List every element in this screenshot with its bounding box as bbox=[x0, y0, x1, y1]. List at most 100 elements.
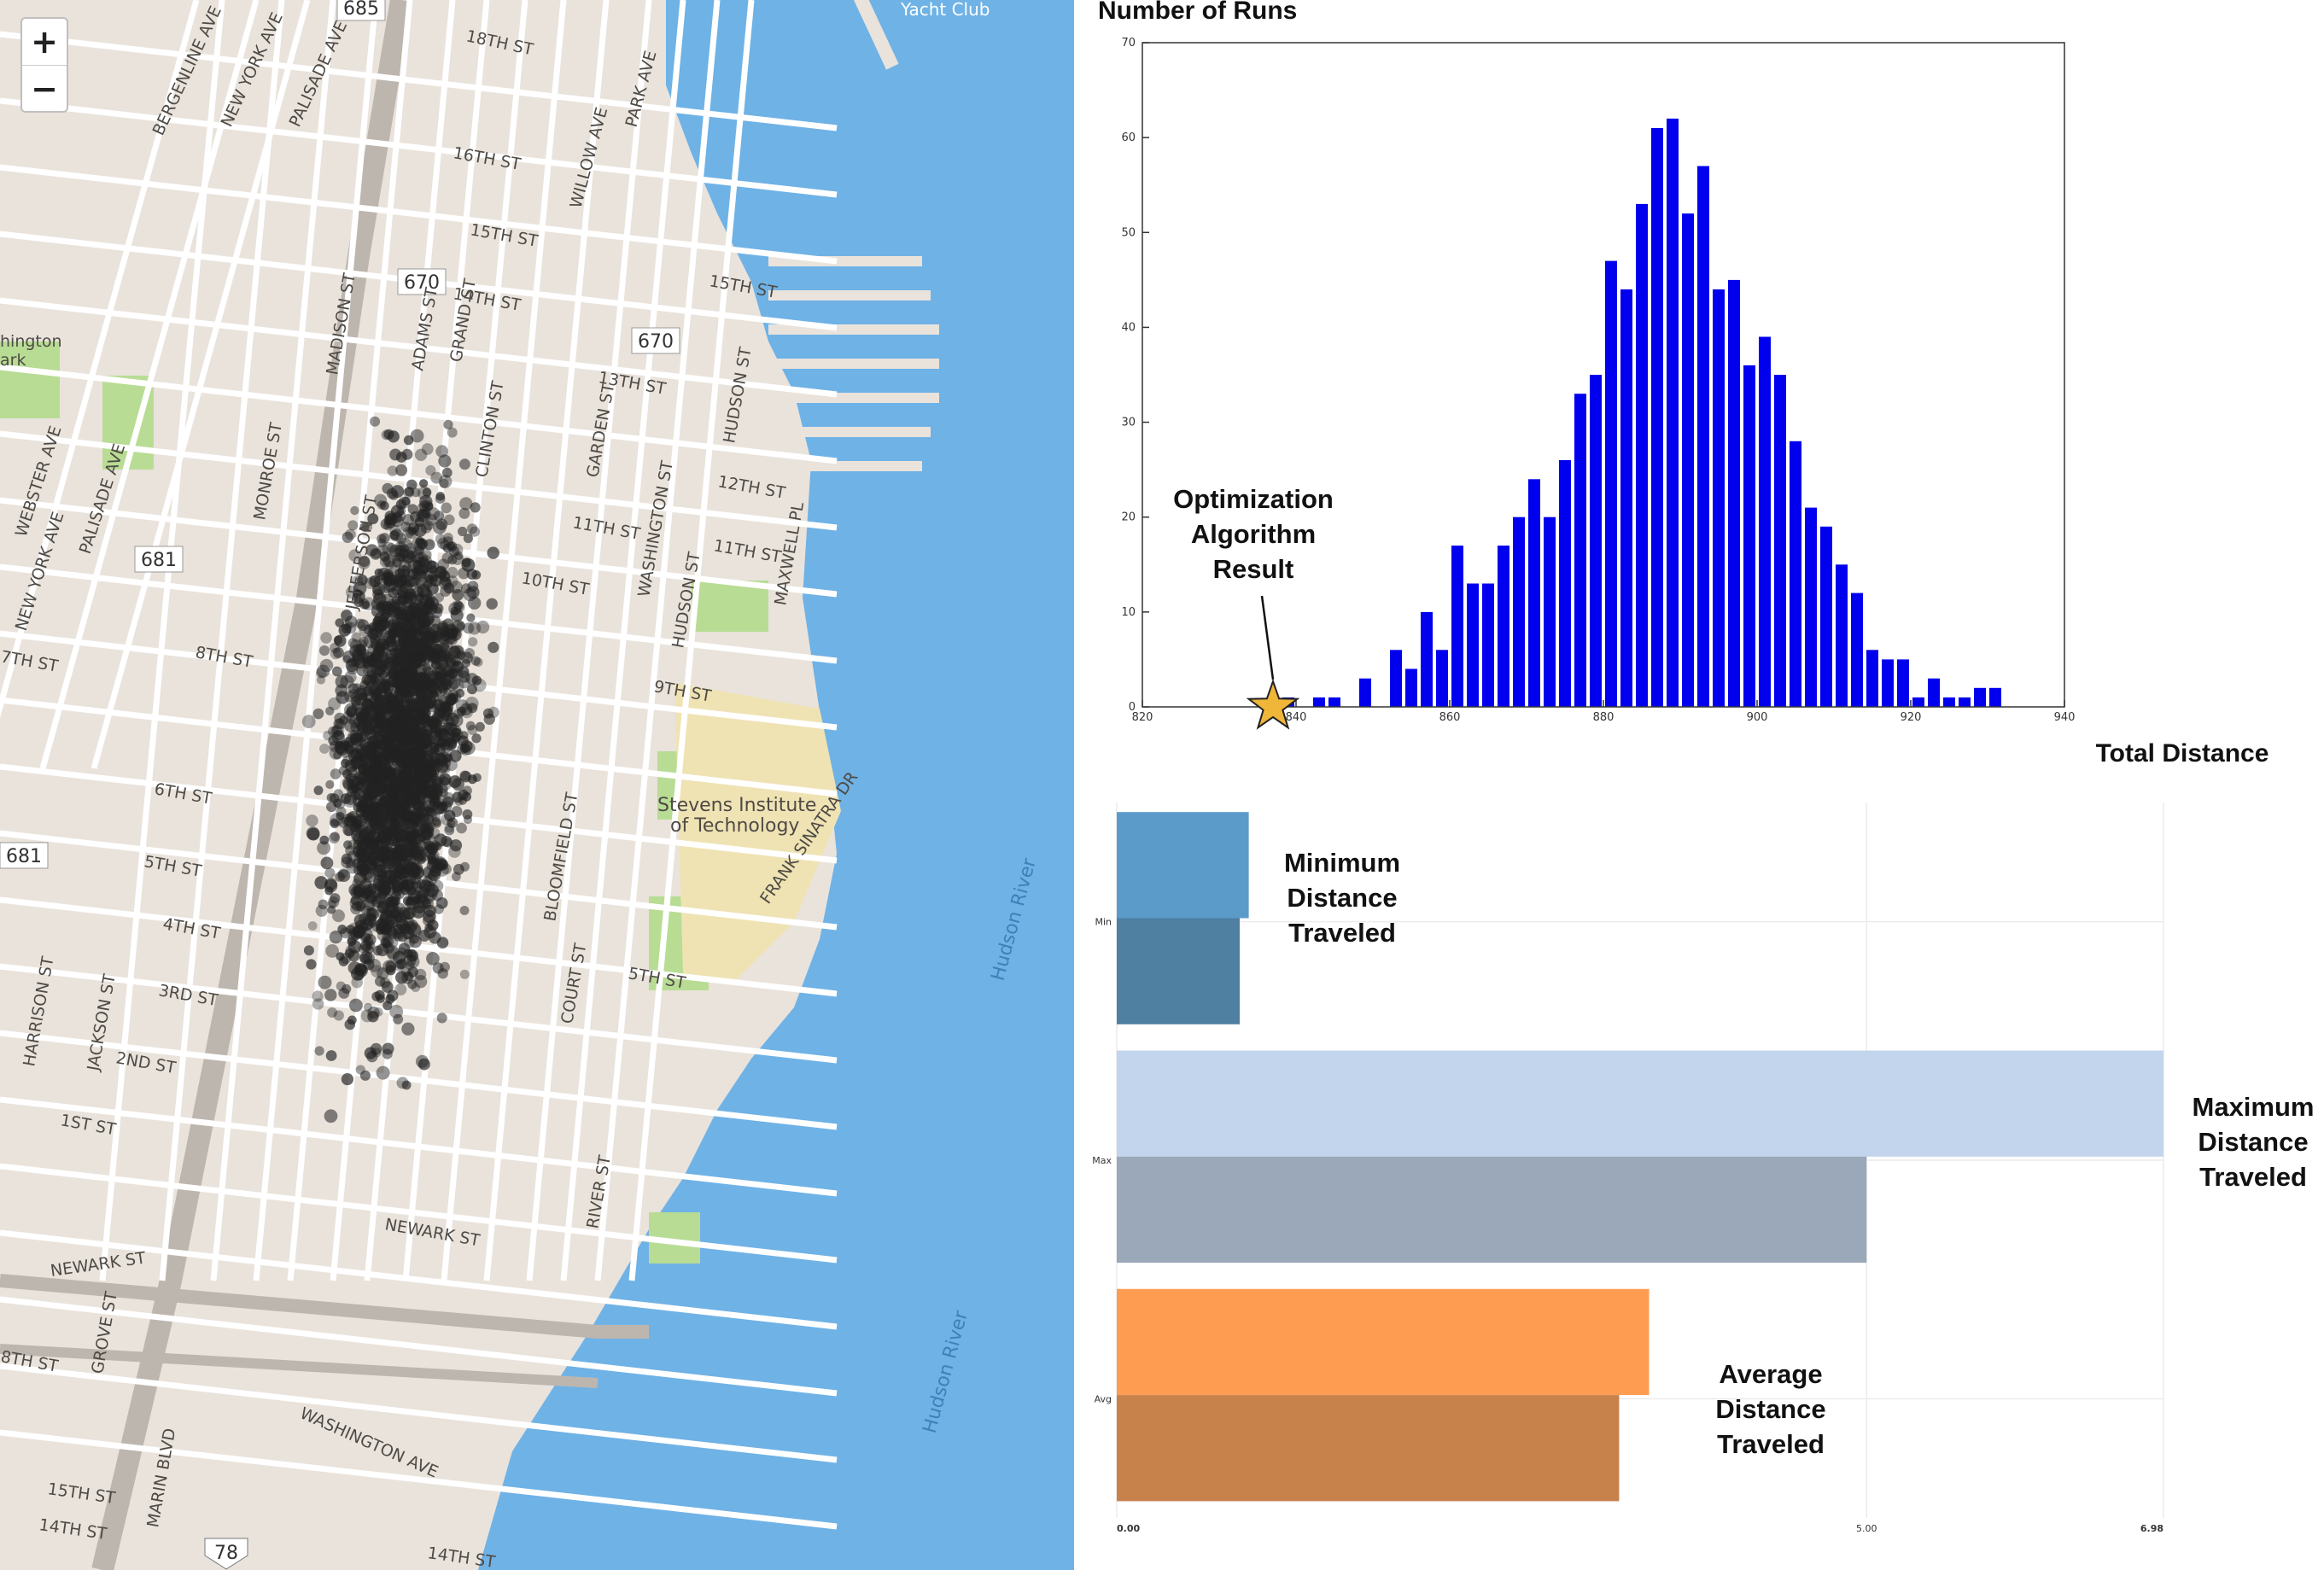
histogram-bar bbox=[1513, 517, 1525, 707]
optimization-result-star-icon bbox=[1246, 678, 1300, 730]
zoom-out-button[interactable]: − bbox=[22, 65, 67, 112]
zoom-in-button[interactable]: + bbox=[31, 23, 58, 61]
histogram-bar bbox=[1866, 650, 1878, 707]
x-tick-label: 880 bbox=[1593, 711, 1615, 724]
min-annotation-line-1: Minimum bbox=[1284, 848, 1400, 878]
avg-annotation-line-1: Average bbox=[1719, 1359, 1822, 1389]
histogram-bar bbox=[1897, 659, 1909, 707]
svg-text:ark: ark bbox=[0, 351, 26, 370]
histogram-bar bbox=[1528, 479, 1540, 707]
parks bbox=[0, 341, 841, 1264]
svg-text:670: 670 bbox=[638, 331, 674, 353]
river-water bbox=[478, 0, 1074, 1570]
x-tick-label: 0.00 bbox=[1117, 1523, 1140, 1534]
max-annotation: Maximum Distance Traveled bbox=[2193, 1092, 2315, 1192]
histogram-chart: Number of Runs Total Distance 820 840 860 8… bbox=[1098, 0, 2269, 767]
histogram-bar bbox=[1851, 592, 1863, 707]
annotation-line-3: Result bbox=[1213, 554, 1294, 584]
histogram-plot-frame bbox=[1142, 42, 2065, 708]
annotation-arrow bbox=[1260, 595, 1275, 680]
histogram-bar bbox=[1728, 279, 1740, 707]
zoom-control: + − bbox=[20, 17, 68, 113]
bar-chart-x-ticks: 0.00 5.00 6.98 bbox=[1117, 1523, 2163, 1534]
x-tick-label: 920 bbox=[1901, 711, 1922, 724]
histogram-x-ticks: 820 840 860 880 900 920 940 bbox=[1132, 700, 2076, 724]
category-label: Avg bbox=[1095, 1393, 1112, 1404]
svg-text:670: 670 bbox=[404, 272, 440, 294]
bar-avg-top bbox=[1117, 1288, 1650, 1396]
x-tick-label: 940 bbox=[2054, 711, 2076, 724]
histogram-bar bbox=[1436, 650, 1448, 707]
avg-annotation: Average Distance Traveled bbox=[1715, 1359, 1825, 1459]
histogram-y-ticks: 0 10 20 30 40 50 60 70 bbox=[1121, 37, 1149, 714]
histogram-bar bbox=[1743, 365, 1755, 707]
histogram-bar bbox=[1421, 611, 1433, 707]
histogram-bar bbox=[1912, 697, 1924, 707]
optimization-annotation: Optimization Algorithm Result bbox=[1173, 484, 1334, 680]
bar-chart-bars bbox=[1117, 812, 2163, 1502]
location-dots bbox=[301, 416, 499, 1124]
histogram-bar bbox=[1697, 166, 1709, 707]
histogram-bar bbox=[1313, 697, 1325, 707]
x-tick-label: 5.00 bbox=[1856, 1523, 1877, 1534]
histogram-bar bbox=[1636, 203, 1648, 707]
histogram-bar bbox=[1682, 213, 1694, 708]
y-tick-label: 20 bbox=[1121, 511, 1136, 524]
histogram-bar bbox=[1451, 546, 1463, 707]
histogram-bar bbox=[1498, 546, 1509, 707]
histogram-bar bbox=[1467, 583, 1479, 707]
min-annotation: Minimum Distance Traveled bbox=[1284, 848, 1400, 948]
y-tick-label: 40 bbox=[1121, 321, 1136, 334]
highways bbox=[0, 0, 649, 1570]
histogram-bar bbox=[1651, 128, 1663, 707]
y-tick-label: 70 bbox=[1121, 37, 1136, 50]
histogram-bar bbox=[1574, 394, 1586, 707]
histogram-bar bbox=[1590, 375, 1602, 707]
category-label: Max bbox=[1092, 1155, 1112, 1166]
histogram-bar bbox=[1836, 564, 1848, 707]
y-tick-label: 50 bbox=[1121, 226, 1136, 239]
histogram-bar bbox=[1774, 375, 1786, 707]
max-annotation-line-1: Maximum bbox=[2193, 1092, 2315, 1122]
x-tick-label: 820 bbox=[1132, 711, 1153, 724]
min-annotation-line-2: Distance bbox=[1287, 883, 1397, 913]
category-label: Min bbox=[1095, 917, 1112, 928]
svg-text:of Technology: of Technology bbox=[670, 815, 799, 837]
histogram-bar bbox=[1605, 260, 1617, 708]
map-canvas[interactable]: 685 670 670 681 681 78 Yacht Club hingto… bbox=[0, 0, 1074, 1570]
svg-text:681: 681 bbox=[141, 550, 177, 571]
svg-text:685: 685 bbox=[343, 0, 379, 20]
svg-text:78: 78 bbox=[214, 1543, 238, 1564]
y-tick-label: 60 bbox=[1121, 131, 1136, 144]
histogram-bar bbox=[1482, 583, 1494, 707]
histogram-bar bbox=[1959, 697, 1971, 707]
x-tick-label: 6.98 bbox=[2140, 1523, 2163, 1534]
histogram-bar bbox=[1405, 668, 1417, 707]
piers bbox=[768, 0, 939, 471]
histogram-bar bbox=[1974, 687, 1986, 707]
comparison-bar-chart: Min Max Avg 0.00 5.00 6.98 Minimum Distance … bbox=[1092, 803, 2315, 1534]
histogram-bar bbox=[1667, 118, 1679, 707]
y-tick-label: 30 bbox=[1121, 417, 1136, 429]
avg-annotation-line-3: Traveled bbox=[1717, 1429, 1825, 1459]
histogram-y-axis-label: Number of Runs bbox=[1098, 0, 1297, 25]
y-tick-label: 0 bbox=[1129, 701, 1136, 714]
histogram-x-axis-label: Total Distance bbox=[2096, 739, 2269, 767]
histogram-bar bbox=[1790, 441, 1801, 707]
histogram-bar bbox=[1759, 336, 1771, 707]
svg-text:681: 681 bbox=[6, 846, 42, 867]
svg-text:Stevens Institute: Stevens Institute bbox=[657, 795, 816, 816]
histogram-bar bbox=[1713, 289, 1725, 707]
y-tick-label: 10 bbox=[1121, 606, 1136, 619]
x-tick-label: 840 bbox=[1286, 711, 1307, 724]
histogram-bars bbox=[1267, 118, 2001, 708]
histogram-bar bbox=[1943, 697, 1955, 707]
bar-chart-category-labels: Min Max Avg bbox=[1092, 917, 1112, 1405]
x-tick-label: 860 bbox=[1439, 711, 1461, 724]
map-panel[interactable]: 685 670 670 681 681 78 Yacht Club hingto… bbox=[0, 0, 1074, 1570]
svg-text:Yacht Club: Yacht Club bbox=[900, 0, 990, 20]
histogram-bar bbox=[1989, 687, 2001, 707]
annotation-line-2: Algorithm bbox=[1191, 519, 1316, 549]
histogram-bar bbox=[1882, 659, 1894, 707]
bar-avg-bottom bbox=[1117, 1395, 1620, 1502]
